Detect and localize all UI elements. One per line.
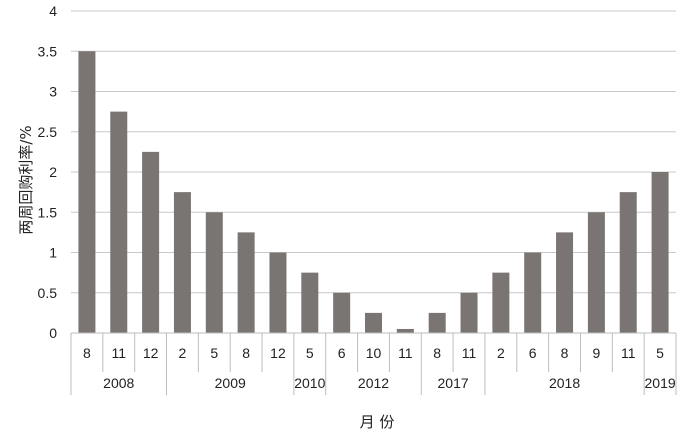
y-tick-label: 0.5: [38, 285, 58, 301]
y-tick-label: 4: [49, 3, 57, 19]
bar: [365, 312, 382, 333]
bar: [587, 212, 605, 333]
x-tick-label: 5: [306, 345, 314, 361]
x-tick-label: 11: [111, 345, 126, 361]
bar: [301, 272, 319, 333]
x-axis-title: 月 份: [360, 413, 395, 431]
gridlines: [71, 10, 676, 294]
bar: [333, 292, 351, 333]
x-tick-label: 8: [561, 345, 569, 361]
year-group-label: 2012: [358, 375, 389, 391]
x-tick-label: 5: [210, 345, 218, 361]
year-group-label: 2009: [215, 375, 246, 391]
x-tick-label: 2: [179, 345, 187, 361]
x-tick-label: 12: [270, 345, 286, 361]
bar: [78, 51, 96, 333]
bar: [237, 232, 255, 333]
x-tick-label: 11: [621, 345, 636, 361]
x-tick-label: 12: [143, 345, 159, 361]
y-axis-title: 两周回购利率/%: [17, 125, 35, 234]
y-tick-label: 1: [49, 245, 57, 261]
bar: [269, 252, 287, 333]
bar: [619, 192, 637, 333]
y-tick-label: 3.5: [38, 43, 58, 59]
bar: [651, 172, 669, 333]
x-tick-label: 11: [462, 345, 477, 361]
bar: [142, 151, 160, 333]
bar: [556, 232, 574, 333]
x-tick-label: 11: [398, 345, 413, 361]
x-tick-label: 5: [656, 345, 664, 361]
x-axis: 8 11 12 2 5 8 12 5 6 10 11 8 11 2 6 8 9 11 5 2008 2009 2010 20…: [70, 332, 677, 395]
y-axis-ticks: 0 0.5 1 1.5 2 2.5 3 3.5 4: [38, 3, 58, 341]
x-tick-label: 8: [433, 345, 441, 361]
x-tick-label: 10: [366, 345, 382, 361]
y-tick-label: 2.5: [38, 124, 58, 140]
bar: [428, 312, 446, 333]
year-group-label: 2018: [549, 375, 580, 391]
x-tick-label: 8: [242, 345, 250, 361]
bar: [205, 212, 223, 333]
bar: [492, 272, 510, 333]
bar: [173, 192, 191, 333]
year-group-label: 2008: [103, 375, 134, 391]
x-tick-label: 6: [338, 345, 346, 361]
bar: [460, 292, 478, 333]
bar: [110, 111, 128, 333]
x-tick-label: 9: [592, 345, 600, 361]
x-tick-label: 6: [529, 345, 537, 361]
bar: [396, 328, 414, 333]
y-tick-label: 1.5: [38, 204, 58, 220]
y-tick-label: 2: [49, 164, 57, 180]
year-group-label: 2019: [645, 375, 676, 391]
x-tick-label: 8: [83, 345, 91, 361]
bar: [524, 252, 542, 333]
bars: [78, 51, 669, 333]
y-tick-label: 3: [49, 84, 57, 100]
year-group-label: 2010: [294, 375, 325, 391]
y-tick-label: 0: [49, 325, 57, 341]
x-tick-label: 2: [497, 345, 505, 361]
year-group-label: 2017: [438, 375, 469, 391]
